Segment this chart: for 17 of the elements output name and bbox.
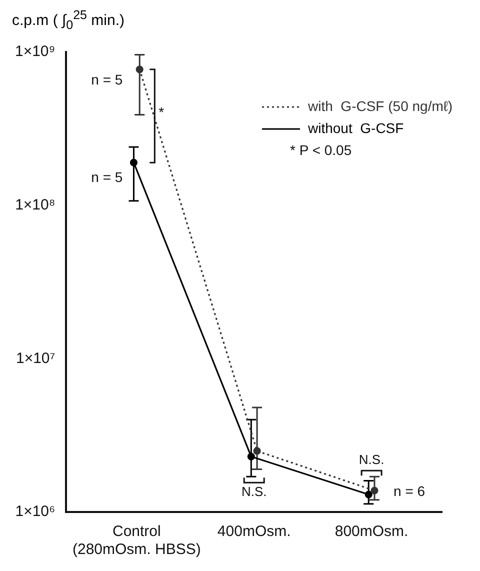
x-tick-label: Control (280mOsm. HBSS) (72, 523, 201, 558)
annotation: n = 5 (91, 169, 123, 186)
y-tick-label: 1×10⁷ (16, 350, 56, 367)
legend-label: with G-CSF (50 ng/mℓ) (307, 98, 453, 114)
y-tick-label: 1×10⁹ (14, 43, 56, 60)
annotation: * (158, 104, 165, 120)
annotation: N.S. (358, 452, 384, 468)
annotation: * P < 0.05 (290, 142, 352, 158)
y-tick-label: 1×10⁶ (15, 503, 56, 520)
x-tick-label: 800mOsm. (334, 523, 408, 540)
y-axis-title: c.p.m ( ∫$_{0}$$^{25}$ min.) (12, 8, 126, 32)
legend-label: without G-CSF (307, 120, 404, 136)
annotation: N.S. (241, 484, 267, 500)
annotation: n = 5 (91, 72, 123, 88)
annotation: n = 6 (394, 482, 426, 499)
x-tick-label: 400mOsm. (217, 523, 291, 540)
y-tick-label: 1×10⁸ (15, 196, 56, 214)
